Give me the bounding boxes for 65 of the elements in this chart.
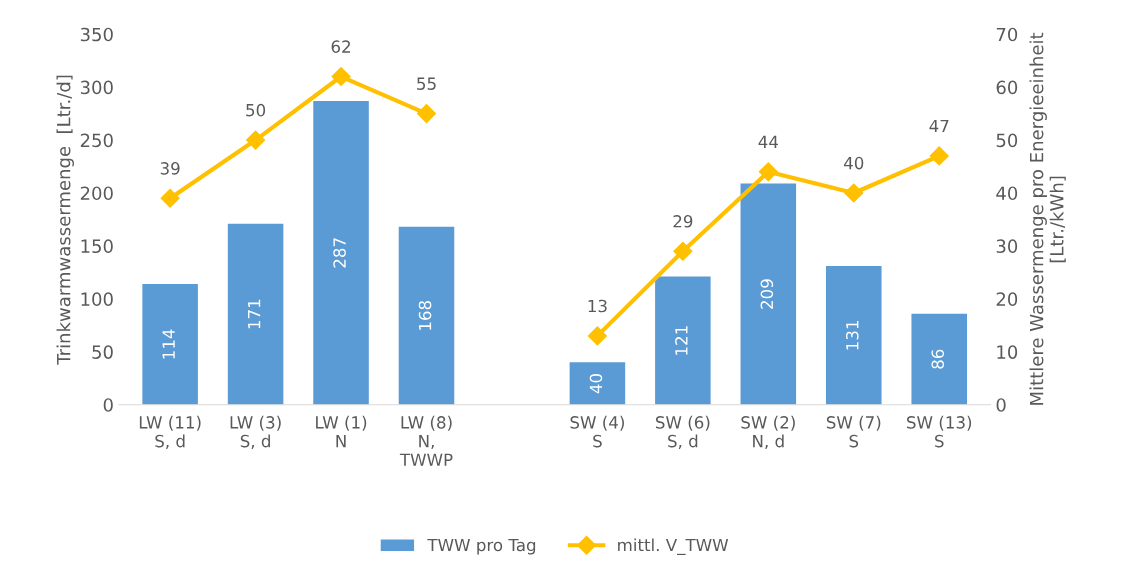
- y2-tick-label: 10: [997, 345, 1018, 359]
- y-tick-label: 150: [81, 239, 113, 254]
- data-label: 168: [418, 301, 432, 330]
- point: [416, 104, 437, 124]
- legend-label: mittl. V_TWW: [618, 538, 729, 555]
- data-label: 121: [675, 326, 688, 355]
- x-tick-label: LW (3) S, d: [230, 415, 281, 450]
- bar: [227, 223, 284, 405]
- data-label: 55: [417, 77, 436, 90]
- data-label: 39: [160, 162, 180, 175]
- point: [587, 326, 607, 346]
- y2-tick-label: 0: [996, 398, 1006, 412]
- x-tick-label: SW (4) S: [570, 415, 624, 448]
- bar: [313, 100, 369, 405]
- y-tick-label: 0: [103, 398, 113, 412]
- bar: [911, 313, 967, 405]
- point: [331, 67, 351, 87]
- bar: [655, 276, 711, 405]
- y-tick-label: 200: [80, 186, 113, 201]
- data-label: 44: [758, 135, 778, 148]
- bar: [142, 284, 198, 405]
- x-tick-label: LW (1) N: [316, 415, 367, 448]
- y2-axis-title: Mittlere Wassermenge pro Energieeinheit [Ltr./kWh]: [1029, 32, 1066, 405]
- y2-tick-label: 30: [996, 239, 1018, 254]
- point: [246, 130, 266, 150]
- point: [160, 188, 180, 208]
- data-label: 131: [846, 321, 859, 350]
- data-label: 13: [588, 299, 607, 313]
- y2-tick-label: 60: [996, 80, 1018, 95]
- data-label: 40: [843, 156, 864, 170]
- y2-tick-label: 70: [996, 27, 1018, 42]
- point: [758, 162, 778, 182]
- point: [844, 183, 864, 203]
- x-tick-label: SW (7) S: [826, 415, 881, 448]
- bar: [826, 266, 882, 405]
- x-tick-label: LW (11) S, d: [139, 415, 201, 450]
- y-tick-label: 100: [81, 292, 113, 306]
- data-label: 114: [162, 329, 175, 359]
- data-label: 62: [331, 40, 350, 53]
- data-label: 40: [589, 374, 603, 394]
- data-label: 171: [248, 299, 261, 329]
- x-tick-label: SW (13) S: [907, 415, 972, 448]
- point: [929, 146, 949, 166]
- point: [673, 241, 693, 261]
- bar: [740, 183, 797, 405]
- data-label: 86: [931, 349, 945, 369]
- data-label: 50: [246, 103, 266, 117]
- y-tick-label: 250: [80, 133, 113, 148]
- bar: [569, 362, 626, 405]
- y-tick-label: 300: [80, 80, 113, 95]
- y-tick-label: 50: [92, 345, 113, 359]
- y-axis-title: Trinkwarmwassermenge [Ltr./d]: [56, 75, 74, 365]
- y2-tick-label: 20: [996, 292, 1018, 306]
- x-tick-label: SW (6) S, d: [655, 415, 710, 450]
- data-label: 209: [760, 279, 774, 309]
- y-tick-label: 350: [80, 27, 113, 42]
- data-label: 287: [333, 238, 346, 268]
- data-label: 29: [673, 214, 693, 228]
- bar: [398, 226, 455, 405]
- y2-tick-label: 50: [996, 133, 1018, 148]
- x-tick-label: SW (2) N, d: [741, 415, 795, 450]
- x-tick-label: LW (8) N, TWWP: [399, 415, 453, 466]
- y2-tick-label: 40: [996, 186, 1018, 201]
- legend-label: TWW pro Tag: [427, 538, 536, 555]
- data-label: 47: [929, 119, 949, 133]
